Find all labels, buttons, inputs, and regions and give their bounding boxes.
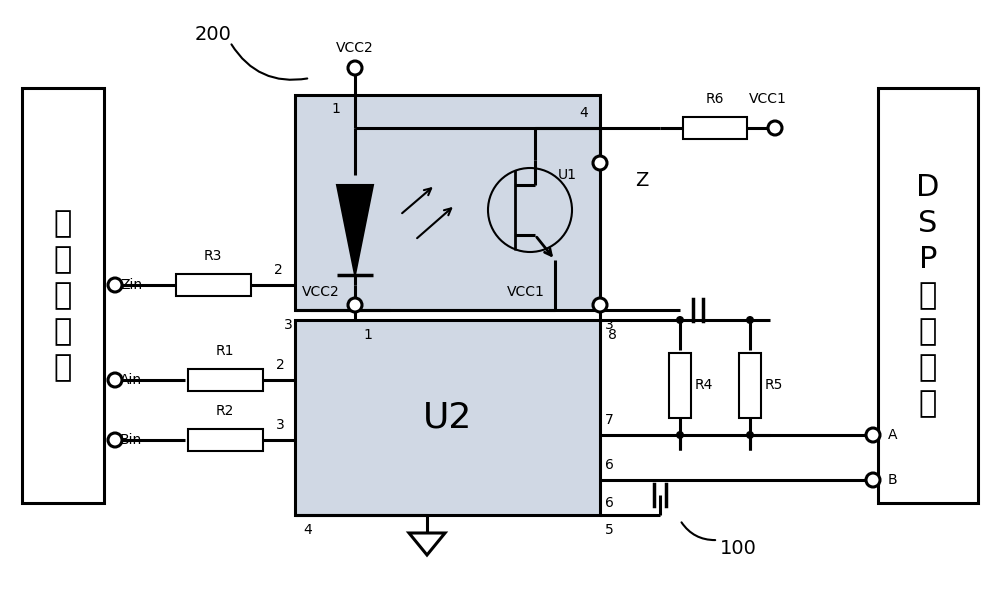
Circle shape: [108, 433, 122, 447]
Text: Z: Z: [635, 171, 648, 190]
Bar: [739, 352, 761, 417]
Text: Ain: Ain: [120, 373, 142, 387]
Text: R1: R1: [216, 344, 234, 358]
Circle shape: [866, 473, 880, 487]
Text: R6: R6: [706, 92, 724, 106]
Text: R2: R2: [216, 404, 234, 418]
Circle shape: [768, 121, 782, 135]
Circle shape: [593, 156, 607, 170]
Text: 100: 100: [720, 538, 757, 557]
Text: B: B: [888, 473, 898, 487]
Text: R4: R4: [695, 378, 713, 392]
Bar: [295, 320, 600, 515]
Circle shape: [866, 428, 880, 442]
Text: 1: 1: [363, 328, 372, 342]
Text: U1: U1: [558, 168, 577, 182]
Text: 7: 7: [605, 413, 614, 427]
Text: VCC2: VCC2: [302, 285, 340, 299]
Circle shape: [593, 298, 607, 312]
Text: VCC1: VCC1: [749, 92, 787, 106]
Text: 200: 200: [195, 25, 232, 44]
Circle shape: [676, 431, 684, 439]
Text: Bin: Bin: [120, 433, 142, 447]
Text: 3: 3: [284, 318, 293, 332]
Text: 4: 4: [303, 523, 312, 537]
Text: VCC2: VCC2: [336, 41, 374, 55]
Text: 6: 6: [605, 496, 614, 510]
Polygon shape: [337, 185, 373, 275]
Bar: [188, 429, 262, 451]
Circle shape: [348, 61, 362, 75]
Text: R3: R3: [204, 249, 222, 263]
Bar: [22, 88, 104, 503]
Text: Zin: Zin: [120, 278, 142, 292]
Circle shape: [108, 373, 122, 387]
Text: A: A: [888, 428, 898, 442]
Bar: [878, 88, 978, 503]
Bar: [683, 117, 747, 139]
Text: R5: R5: [765, 378, 783, 392]
Text: D
S
P
主
控
单
元: D S P 主 控 单 元: [916, 173, 940, 417]
Text: 5: 5: [605, 523, 614, 537]
Circle shape: [746, 316, 754, 324]
Bar: [295, 95, 600, 310]
Bar: [669, 352, 691, 417]
Circle shape: [108, 278, 122, 292]
Bar: [188, 369, 262, 391]
Text: 8: 8: [608, 328, 617, 342]
Text: 3: 3: [605, 318, 614, 332]
Text: 3: 3: [276, 418, 285, 432]
Text: 2: 2: [274, 263, 283, 277]
Text: 1: 1: [331, 102, 340, 116]
Circle shape: [348, 298, 362, 312]
Text: 4: 4: [579, 106, 588, 120]
Text: 6: 6: [605, 458, 614, 472]
Bar: [176, 274, 250, 296]
Text: 2: 2: [276, 358, 285, 372]
Circle shape: [676, 316, 684, 324]
Polygon shape: [409, 533, 445, 555]
Circle shape: [746, 431, 754, 439]
Text: 光
电
编
码
器: 光 电 编 码 器: [54, 209, 72, 382]
FancyArrowPatch shape: [682, 522, 715, 540]
Text: VCC1: VCC1: [507, 285, 545, 299]
FancyArrowPatch shape: [231, 44, 307, 80]
Text: U2: U2: [423, 400, 472, 435]
